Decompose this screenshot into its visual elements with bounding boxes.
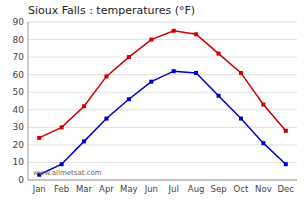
- y-tick-label: 40: [13, 105, 25, 115]
- y-tick-label: 20: [13, 140, 25, 150]
- x-tick-label: Apr: [99, 184, 114, 194]
- point-marker: [37, 136, 41, 140]
- point-marker: [104, 74, 108, 78]
- background: [0, 0, 305, 200]
- grid-line: [28, 144, 297, 145]
- point-marker: [60, 125, 64, 129]
- point-marker: [261, 141, 265, 145]
- point-marker: [217, 94, 221, 98]
- x-tick-label: Dec: [278, 184, 295, 194]
- x-tick-label: Nov: [255, 184, 272, 194]
- point-marker: [60, 162, 64, 166]
- grid-line: [28, 180, 297, 181]
- x-tick-label: Sep: [211, 184, 227, 194]
- y-tick-label: 10: [13, 157, 25, 167]
- point-marker: [217, 52, 221, 56]
- chart: 0 10 20 30 40 50 60 70 80 90 Jan Feb Mar Apr May Jun Jul…: [0, 0, 305, 200]
- annotation: www.allmetsat.com: [33, 169, 102, 177]
- x-axis-line: [28, 180, 297, 181]
- grid-line: [28, 57, 297, 58]
- point-marker: [149, 80, 153, 84]
- grid-line: [28, 22, 297, 23]
- point-marker: [261, 103, 265, 107]
- x-tick-label: Feb: [54, 184, 69, 194]
- point-marker: [104, 117, 108, 121]
- point-marker: [194, 32, 198, 36]
- grid-line: [28, 127, 297, 128]
- y-tick-label: 30: [13, 122, 25, 132]
- x-tick-label: Jun: [144, 184, 158, 194]
- point-marker: [149, 38, 153, 42]
- point-marker: [284, 129, 288, 133]
- data-group: [37, 29, 288, 177]
- y-tick-label: 50: [13, 87, 25, 97]
- y-axis-line: [28, 22, 29, 180]
- x-tick-label: Aug: [188, 184, 205, 194]
- point-marker: [194, 71, 198, 75]
- grid-line: [28, 162, 297, 163]
- point-marker: [284, 162, 288, 166]
- x-tick-label: May: [120, 184, 138, 194]
- y-tick-label: 60: [13, 70, 25, 80]
- y-tick-label: 70: [13, 52, 25, 62]
- y-tick-label: 0: [18, 175, 24, 185]
- x-tick-label: Oct: [234, 184, 249, 194]
- x-tick-label: Mar: [76, 184, 93, 194]
- grid-line: [28, 109, 297, 110]
- series-line: [39, 71, 286, 175]
- grid-line: [28, 39, 297, 40]
- point-marker: [127, 55, 131, 59]
- x-tick-label: Jul: [168, 184, 179, 194]
- title: Sioux Falls : temperatures (°F): [28, 4, 195, 17]
- y-tick-label: 90: [13, 17, 25, 27]
- point-marker: [239, 117, 243, 121]
- point-marker: [82, 104, 86, 108]
- point-marker: [239, 71, 243, 75]
- x-tick-label: Jan: [32, 184, 46, 194]
- point-marker: [172, 69, 176, 73]
- series-line: [39, 31, 286, 138]
- point-marker: [127, 97, 131, 101]
- y-tick-label: 80: [13, 35, 25, 45]
- grid-line: [28, 74, 297, 75]
- grid-line: [28, 92, 297, 93]
- point-marker: [82, 139, 86, 143]
- point-marker: [172, 29, 176, 33]
